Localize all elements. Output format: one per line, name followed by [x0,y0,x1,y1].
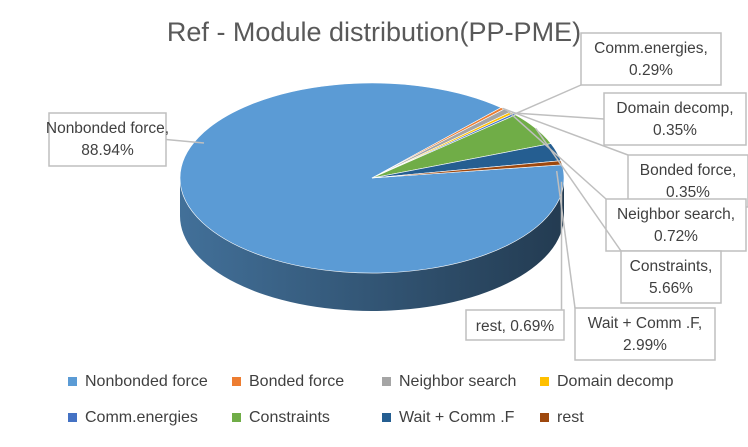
legend-label-constraints: Constraints [249,409,330,426]
legend-swatch-constraints [232,413,241,422]
leader-line-comm-energies [514,84,582,115]
data-label-box-constraints [620,250,722,304]
data-label-neighbor-search: Neighbor search, 0.72% [617,206,735,245]
legend-swatch-comm-energies [68,413,77,422]
legend-label-wait-comm-f: Wait + Comm .F [399,409,515,426]
legend-label-domain-decomp: Domain decomp [557,373,674,390]
legend-swatch-neighbor-search [382,377,391,386]
leader-line-bonded-force [502,107,629,156]
data-label-box-comm-energies [580,32,722,86]
data-label-wait-comm-f: Wait + Comm .F, 2.99% [588,315,702,354]
legend-label-nonbonded-force: Nonbonded force [85,373,208,390]
pie-slice-rest [371,160,563,179]
leader-line-neighbor-search [506,109,607,200]
leader-line-nonbonded-force [165,138,205,144]
data-label-rest: rest, 0.69% [476,318,555,335]
leader-line-wait-comm-f [555,170,576,309]
data-label-comm-energies: Comm.energies, 0.29% [594,40,708,79]
pie-side-nonbonded-force [180,178,564,311]
data-label-box-wait-comm-f [574,307,716,361]
chart-title: Ref - Module distribution(PP-PME) [167,17,581,47]
data-label-layer: Nonbonded force, 88.94% Bonded force, 0.35%… [46,32,748,361]
legend-swatch-nonbonded-force [68,377,77,386]
data-label-bonded-force: Bonded force, 0.35% [640,162,737,201]
data-label-box-nonbonded-force [48,112,167,167]
data-label-box-neighbor-search [605,198,747,252]
legend-swatch-bonded-force [232,377,241,386]
legend-label-bonded-force: Bonded force [249,373,344,390]
data-label-box-domain-decomp [603,92,747,146]
data-label-nonbonded-force: Nonbonded force, 88.94% [46,120,169,159]
pie-layer [179,82,565,311]
legend-label-rest: rest [557,409,584,426]
data-label-box-rest [465,309,565,341]
legend: Nonbonded force Bonded force Neighbor sear… [68,373,674,426]
legend-swatch-rest [540,413,549,422]
legend-swatch-wait-comm-f [382,413,391,422]
leader-line-domain-decomp [511,112,605,120]
data-label-constraints: Constraints, 5.66% [630,258,713,297]
leader-line-constraints [535,128,622,252]
legend-label-comm-energies: Comm.energies [85,409,198,426]
data-label-domain-decomp: Domain decomp, 0.35% [616,100,733,139]
legend-label-neighbor-search: Neighbor search [399,373,516,390]
legend-swatch-domain-decomp [540,377,549,386]
